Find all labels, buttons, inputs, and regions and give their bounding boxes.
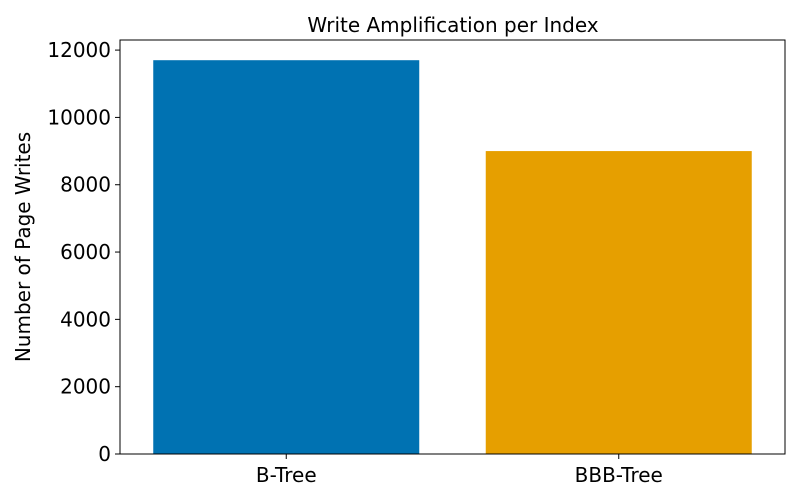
bars-group	[153, 60, 752, 454]
x-tick-label: BBB-Tree	[575, 463, 663, 487]
y-axis-label: Number of Page Writes	[11, 132, 35, 362]
bar-bbb-tree	[485, 151, 752, 454]
bar-b-tree	[153, 60, 420, 454]
x-tick-label: B-Tree	[256, 463, 317, 487]
plot-frame	[119, 39, 786, 455]
chart-title: Write Amplification per Index	[307, 13, 598, 37]
y-tick-label: 6000	[60, 240, 111, 264]
y-tick-label: 12000	[47, 38, 111, 62]
y-tick-label: 10000	[47, 105, 111, 129]
x-ticks: B-Tree BBB-Tree	[256, 454, 663, 487]
y-tick-label: 4000	[60, 307, 111, 331]
y-ticks: 0 2000 4000 6000 8000 10000 12000	[47, 38, 120, 466]
y-tick-label: 2000	[60, 375, 111, 399]
y-tick-label: 8000	[60, 173, 111, 197]
y-tick-label: 0	[98, 442, 111, 466]
